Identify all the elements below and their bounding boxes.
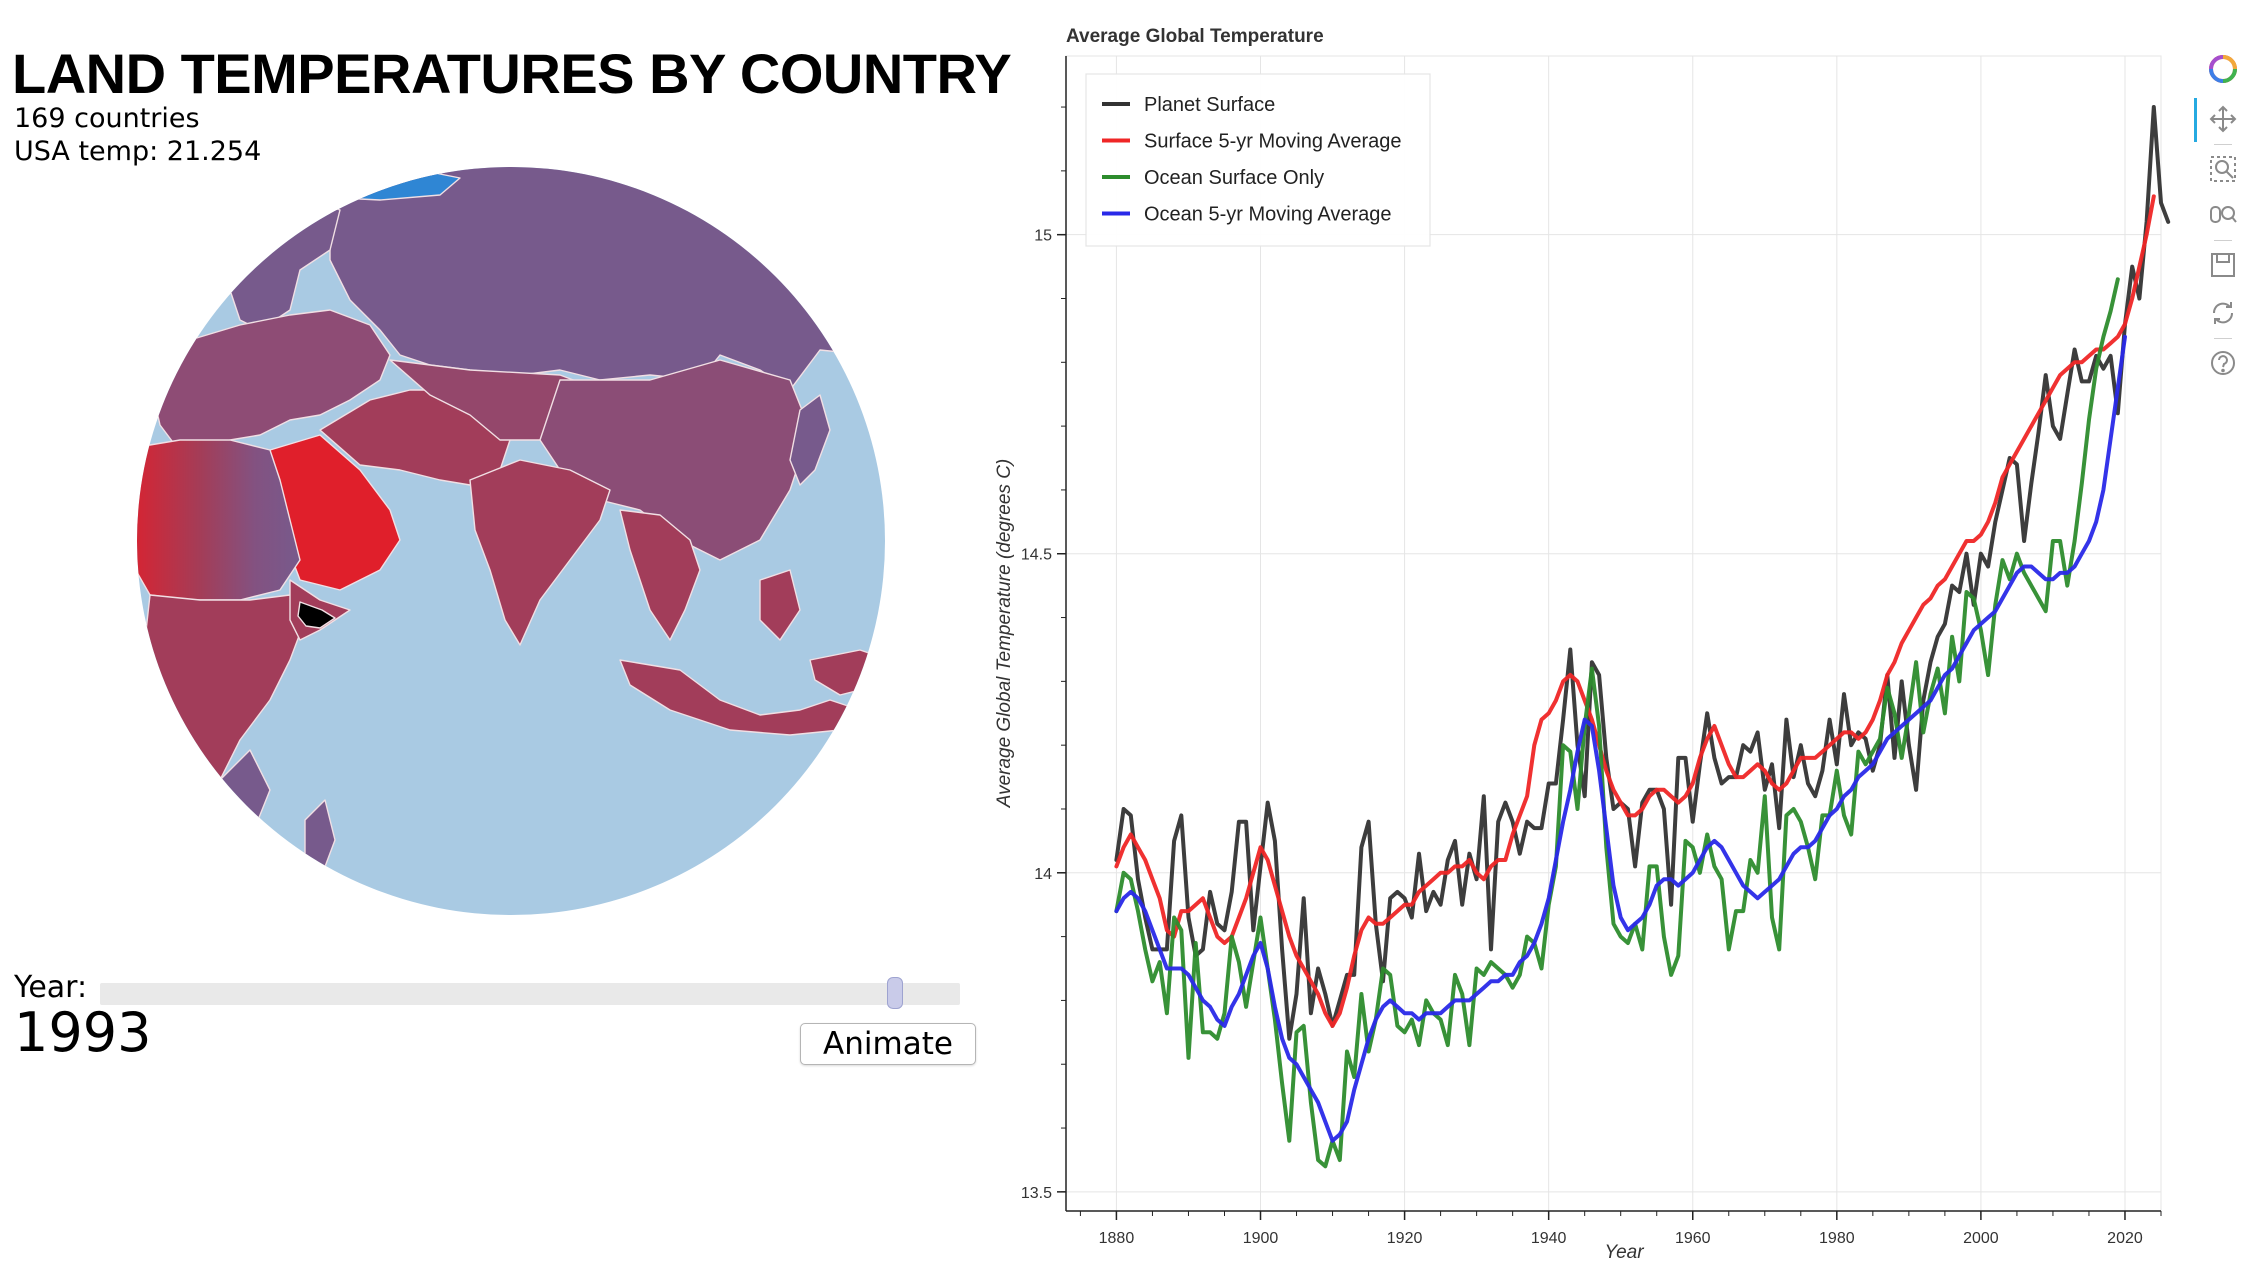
- year-label: Year:: [14, 970, 88, 1005]
- country-count: 169 countries: [14, 103, 200, 134]
- x-tick-label: 1980: [1819, 1230, 1855, 1247]
- y-tick-label: 14: [1034, 866, 1052, 883]
- help-icon[interactable]: [2206, 346, 2240, 380]
- save-icon[interactable]: [2206, 248, 2240, 282]
- year-slider-handle[interactable]: [886, 977, 903, 1009]
- legend-label[interactable]: Ocean Surface Only: [1144, 167, 1324, 189]
- land-india[interactable]: [469, 459, 611, 646]
- chart-toolbar: [2194, 52, 2252, 392]
- land-philippines[interactable]: [759, 569, 801, 641]
- x-axis-title: Year: [1604, 1242, 1644, 1263]
- box-zoom-icon[interactable]: [2206, 152, 2240, 186]
- temperature-chart[interactable]: Average Global Temperature 1880 1900 1920 1…: [980, 0, 2200, 1268]
- legend-label[interactable]: Planet Surface: [1144, 94, 1275, 116]
- y-tick-label: 13.5: [1021, 1185, 1052, 1202]
- x-tick-label: 2020: [2107, 1230, 2143, 1247]
- legend-box: [1085, 73, 1431, 247]
- land-japan[interactable]: [789, 394, 831, 486]
- series-line-0: [1114, 105, 2171, 1041]
- page-title: LAND TEMPERATURES BY COUNTRY: [12, 42, 1012, 105]
- bokeh-logo-icon[interactable]: [2206, 52, 2240, 86]
- usa-temp-readout: USA temp: 21.254: [14, 136, 262, 167]
- series-line-1: [1114, 194, 2156, 1028]
- land-middle-east[interactable]: [319, 389, 511, 486]
- legend-label[interactable]: Surface 5-yr Moving Average: [1144, 131, 1402, 153]
- series-line-3: [1114, 334, 2127, 1143]
- chart-series: [1114, 105, 2171, 1169]
- x-tick-label: 1920: [1387, 1230, 1423, 1247]
- year-value: 1993: [14, 1001, 152, 1064]
- x-tick-label: 1960: [1675, 1230, 1711, 1247]
- globe-map[interactable]: [0, 140, 960, 940]
- series-line-2: [1114, 277, 2120, 1169]
- y-tick-label: 15: [1034, 228, 1052, 245]
- y-tick-label: 14.5: [1021, 547, 1052, 564]
- land-southeast-asia[interactable]: [619, 509, 701, 641]
- land-north-africa[interactable]: [120, 439, 301, 601]
- pan-icon[interactable]: [2206, 102, 2240, 136]
- wheel-zoom-icon[interactable]: [2206, 198, 2240, 232]
- chart-axes: 1880 1900 1920 1940 1960 1980 2000 2020 13.5 14 14…: [1021, 56, 2162, 1247]
- animate-button[interactable]: Animate: [800, 1023, 976, 1065]
- legend-label[interactable]: Ocean 5-yr Moving Average: [1144, 204, 1392, 226]
- chart-title: Average Global Temperature: [1066, 26, 1324, 47]
- land-somalia-highlight[interactable]: [297, 601, 336, 629]
- reset-icon[interactable]: [2206, 296, 2240, 330]
- y-axis-title: Average Global Temperature (degrees C): [994, 459, 1015, 809]
- x-tick-label: 1940: [1531, 1230, 1567, 1247]
- x-tick-label: 1900: [1243, 1230, 1279, 1247]
- x-tick-label: 1880: [1099, 1230, 1135, 1247]
- chart-legend[interactable]: Planet Surface Surface 5-yr Moving Averag…: [1085, 73, 1431, 247]
- x-tick-label: 2000: [1963, 1230, 1999, 1247]
- year-slider[interactable]: [100, 977, 960, 1009]
